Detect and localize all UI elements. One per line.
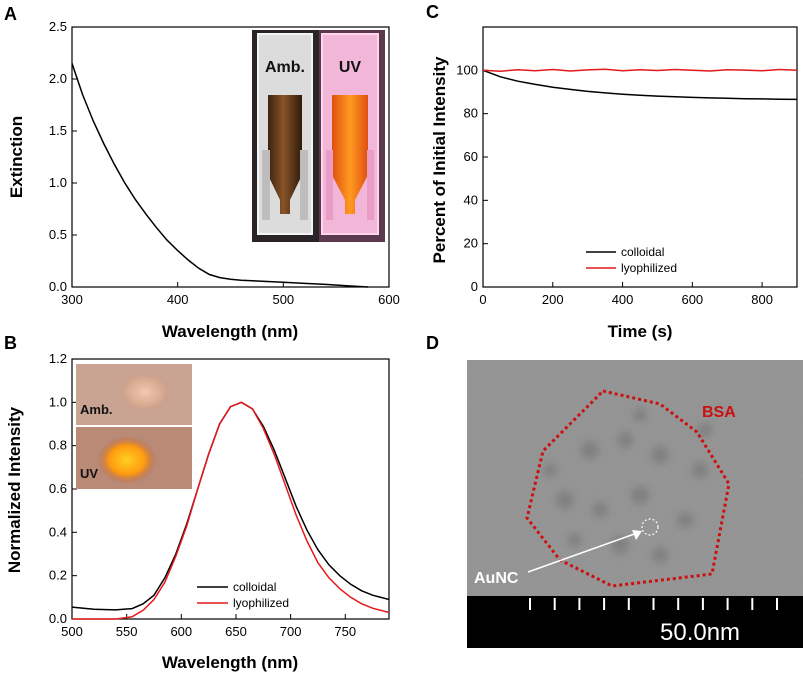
y-tick-label: 0.0 [49, 611, 67, 626]
x-tick-label: 200 [542, 292, 564, 307]
legend-colloidal-label: colloidal [233, 580, 276, 594]
x-tick-label: 500 [61, 624, 83, 639]
aunc-arrow [527, 531, 641, 573]
panel-c-x-ticks: 0 200 400 600 800 [479, 282, 773, 307]
vial-ambient-label: Amb. [265, 59, 305, 76]
x-tick-label: 0 [479, 292, 486, 307]
panel-a-label: A [4, 4, 17, 24]
x-tick-label: 700 [280, 624, 302, 639]
panel-a-y-ticks: 0.0 0.5 1.0 1.5 2.0 2.5 [49, 19, 77, 294]
x-tick-label: 400 [167, 292, 189, 307]
x-tick-label: 750 [334, 624, 356, 639]
panel-b-y-ticks: 0.0 0.2 0.4 0.6 0.8 1.0 1.2 [49, 351, 77, 626]
y-tick-label: 2.5 [49, 19, 67, 34]
aunc-label: AuNC [474, 570, 519, 587]
panel-b-x-ticks: 500 550 600 650 700 750 [61, 614, 356, 639]
y-tick-label: 0.5 [49, 227, 67, 242]
scale-bar-label: 50.0nm [660, 619, 740, 646]
y-tick-label: 1.2 [49, 351, 67, 366]
y-tick-label: 100 [456, 62, 478, 77]
vial-uv-label: UV [339, 59, 362, 76]
panel-c: C 0 20 40 60 80 100 0 200 400 600 800 Time (s) Pe… [426, 2, 798, 341]
y-tick-label: 80 [464, 106, 478, 121]
x-tick-label: 550 [116, 624, 138, 639]
y-tick-label: 60 [464, 149, 478, 164]
legend-c-colloidal-label: colloidal [621, 245, 664, 259]
panel-c-lyophilized-line [482, 68, 798, 72]
y-tick-label: 2.0 [49, 71, 67, 86]
y-tick-label: 0.6 [49, 481, 67, 496]
panel-b-legend: colloidal lyophilized [197, 580, 289, 610]
panel-c-legend: colloidal lyophilized [586, 245, 677, 275]
panel-d-label: D [426, 333, 439, 353]
powder-ambient-label: Amb. [80, 402, 113, 417]
bsa-outline [525, 389, 731, 588]
panel-a: A 0.0 0.5 1.0 1.5 2.0 2.5 300 400 500 600 Wavele… [4, 4, 400, 341]
y-tick-label: 1.0 [49, 394, 67, 409]
x-tick-label: 600 [378, 292, 400, 307]
panel-b-x-title: Wavelength (nm) [162, 653, 298, 672]
panel-a-vial-photo: Amb. UV [252, 30, 385, 242]
legend-lyophilized-label: lyophilized [233, 596, 289, 610]
legend-c-lyophilized-label: lyophilized [621, 261, 677, 275]
aunc-arrowhead [632, 530, 642, 540]
panel-c-label: C [426, 2, 439, 22]
y-tick-label: 0.2 [49, 568, 67, 583]
panel-a-extinction-line [71, 63, 368, 288]
scale-bar-ticks [529, 598, 778, 610]
x-tick-label: 600 [681, 292, 703, 307]
y-tick-label: 40 [464, 192, 478, 207]
panel-b-y-title: Normalized Intensity [5, 406, 24, 573]
panel-c-colloidal-line [482, 69, 798, 101]
panel-c-y-ticks: 0 20 40 60 80 100 [456, 62, 488, 294]
panel-c-y-title: Percent of Initial Intensity [430, 56, 449, 263]
x-tick-label: 650 [225, 624, 247, 639]
panel-b-lyophilized-line [72, 401, 390, 620]
powder-uv-label: UV [80, 466, 98, 481]
y-tick-label: 0 [471, 279, 478, 294]
y-tick-label: 20 [464, 236, 478, 251]
y-tick-label: 0.4 [49, 524, 67, 539]
y-tick-label: 1.0 [49, 175, 67, 190]
panel-a-x-ticks: 300 400 500 600 [61, 282, 400, 307]
aunc-marker [641, 518, 659, 536]
x-tick-label: 800 [751, 292, 773, 307]
panel-a-y-title: Extinction [7, 116, 26, 198]
y-tick-label: 1.5 [49, 123, 67, 138]
panel-b-powder-photo: Amb. UV [76, 364, 192, 489]
x-tick-label: 400 [612, 292, 634, 307]
x-tick-label: 500 [272, 292, 294, 307]
tem-image: BSA AuNC 50.0nm [467, 360, 803, 648]
y-tick-label: 0.8 [49, 438, 67, 453]
x-tick-label: 300 [61, 292, 83, 307]
panel-a-x-title: Wavelength (nm) [162, 322, 298, 341]
bsa-label: BSA [702, 404, 736, 421]
panel-d: D BSA AuNC 50.0nm [426, 333, 803, 648]
tem-background [467, 360, 803, 596]
panel-c-x-title: Time (s) [608, 322, 673, 341]
tem-cluster-shadows [543, 408, 712, 563]
panel-a-frame [71, 26, 390, 288]
scale-bar-strip [467, 596, 803, 648]
x-tick-label: 600 [170, 624, 192, 639]
panel-b-label: B [4, 333, 17, 353]
y-tick-label: 0.0 [49, 279, 67, 294]
panel-b: B 0.0 0.2 0.4 0.6 0.8 1.0 1.2 500 550 600 650 700 7… [4, 333, 390, 672]
